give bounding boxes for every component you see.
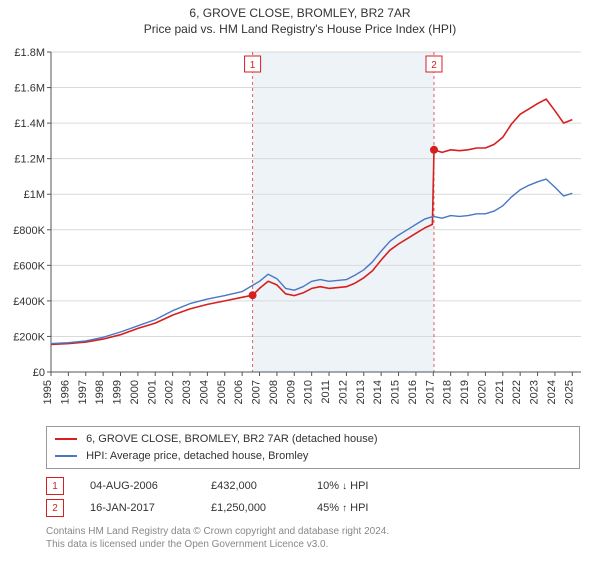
- svg-text:2016: 2016: [407, 380, 419, 404]
- copyright-line: Contains HM Land Registry data © Crown c…: [46, 525, 580, 538]
- copyright-line: This data is licensed under the Open Gov…: [46, 538, 580, 551]
- svg-text:£1.8M: £1.8M: [14, 47, 45, 59]
- svg-text:2019: 2019: [459, 380, 471, 404]
- svg-text:2018: 2018: [442, 380, 454, 404]
- legend-swatch-address: [55, 438, 77, 440]
- arrow-up-icon: ↑: [342, 503, 347, 514]
- sale-diff: 45% ↑ HPI: [317, 502, 369, 514]
- chart-container: £0 £200K £400K £600K £800K £1M £1.2M £1.4M £1.6M…: [5, 40, 595, 420]
- svg-text:1998: 1998: [94, 380, 106, 404]
- legend-label-address: 6, GROVE CLOSE, BROMLEY, BR2 7AR (detach…: [86, 433, 377, 445]
- svg-text:2012: 2012: [337, 380, 349, 404]
- svg-text:2001: 2001: [146, 380, 158, 404]
- sale-diff: 10% ↓ HPI: [317, 480, 369, 492]
- legend-item-hpi: HPI: Average price, detached house, Brom…: [55, 448, 571, 465]
- svg-text:2007: 2007: [251, 380, 263, 404]
- page-subtitle: Price paid vs. HM Land Registry's House …: [0, 22, 600, 36]
- page-title: 6, GROVE CLOSE, BROMLEY, BR2 7AR: [0, 6, 600, 20]
- sale-date: 04-AUG-2006: [90, 480, 185, 492]
- svg-text:2022: 2022: [511, 380, 523, 404]
- svg-text:2023: 2023: [529, 380, 541, 404]
- svg-text:1: 1: [250, 60, 256, 71]
- svg-text:2008: 2008: [268, 380, 280, 404]
- arrow-down-icon: ↓: [342, 481, 347, 492]
- svg-text:2002: 2002: [164, 380, 176, 404]
- price-chart: £0 £200K £400K £600K £800K £1M £1.2M £1.4M £1.6M…: [5, 40, 595, 420]
- legend-label-hpi: HPI: Average price, detached house, Brom…: [86, 450, 308, 462]
- svg-text:2021: 2021: [494, 380, 506, 404]
- svg-text:2010: 2010: [303, 380, 315, 404]
- svg-text:2009: 2009: [285, 380, 297, 404]
- svg-text:£1.2M: £1.2M: [14, 154, 45, 166]
- svg-text:2017: 2017: [424, 380, 436, 404]
- svg-text:2011: 2011: [320, 380, 332, 404]
- svg-text:2015: 2015: [390, 380, 402, 404]
- svg-text:2006: 2006: [233, 380, 245, 404]
- svg-text:1999: 1999: [112, 380, 124, 404]
- svg-text:£1.4M: £1.4M: [14, 118, 45, 130]
- copyright-notice: Contains HM Land Registry data © Crown c…: [46, 525, 580, 551]
- sale-marker-1: 1: [46, 477, 64, 495]
- svg-text:£1.6M: £1.6M: [14, 83, 45, 95]
- svg-text:2004: 2004: [198, 380, 210, 404]
- svg-text:£600K: £600K: [13, 260, 45, 272]
- svg-text:2020: 2020: [476, 380, 488, 404]
- svg-text:£0: £0: [33, 367, 45, 379]
- svg-text:£800K: £800K: [13, 225, 45, 237]
- sale-price: £432,000: [211, 480, 291, 492]
- svg-text:2005: 2005: [216, 380, 228, 404]
- svg-text:1995: 1995: [42, 380, 54, 404]
- svg-text:2025: 2025: [563, 380, 575, 404]
- svg-text:£1M: £1M: [24, 189, 45, 201]
- svg-text:£400K: £400K: [13, 296, 45, 308]
- svg-text:2003: 2003: [181, 380, 193, 404]
- svg-text:1997: 1997: [77, 380, 89, 404]
- sale-marker-2: 2: [46, 499, 64, 517]
- svg-text:2013: 2013: [355, 380, 367, 404]
- sale-price: £1,250,000: [211, 502, 291, 514]
- svg-text:2014: 2014: [372, 380, 384, 404]
- svg-text:2024: 2024: [546, 380, 558, 404]
- table-row: 1 04-AUG-2006 £432,000 10% ↓ HPI: [46, 475, 580, 497]
- svg-text:2: 2: [431, 60, 437, 71]
- svg-text:£200K: £200K: [13, 331, 45, 343]
- legend: 6, GROVE CLOSE, BROMLEY, BR2 7AR (detach…: [46, 426, 580, 469]
- svg-text:2000: 2000: [129, 380, 141, 404]
- legend-item-address: 6, GROVE CLOSE, BROMLEY, BR2 7AR (detach…: [55, 431, 571, 448]
- svg-text:1996: 1996: [59, 380, 71, 404]
- sale-date: 16-JAN-2017: [90, 502, 185, 514]
- sales-table: 1 04-AUG-2006 £432,000 10% ↓ HPI 2 16-JA…: [46, 475, 580, 519]
- legend-swatch-hpi: [55, 455, 77, 457]
- table-row: 2 16-JAN-2017 £1,250,000 45% ↑ HPI: [46, 497, 580, 519]
